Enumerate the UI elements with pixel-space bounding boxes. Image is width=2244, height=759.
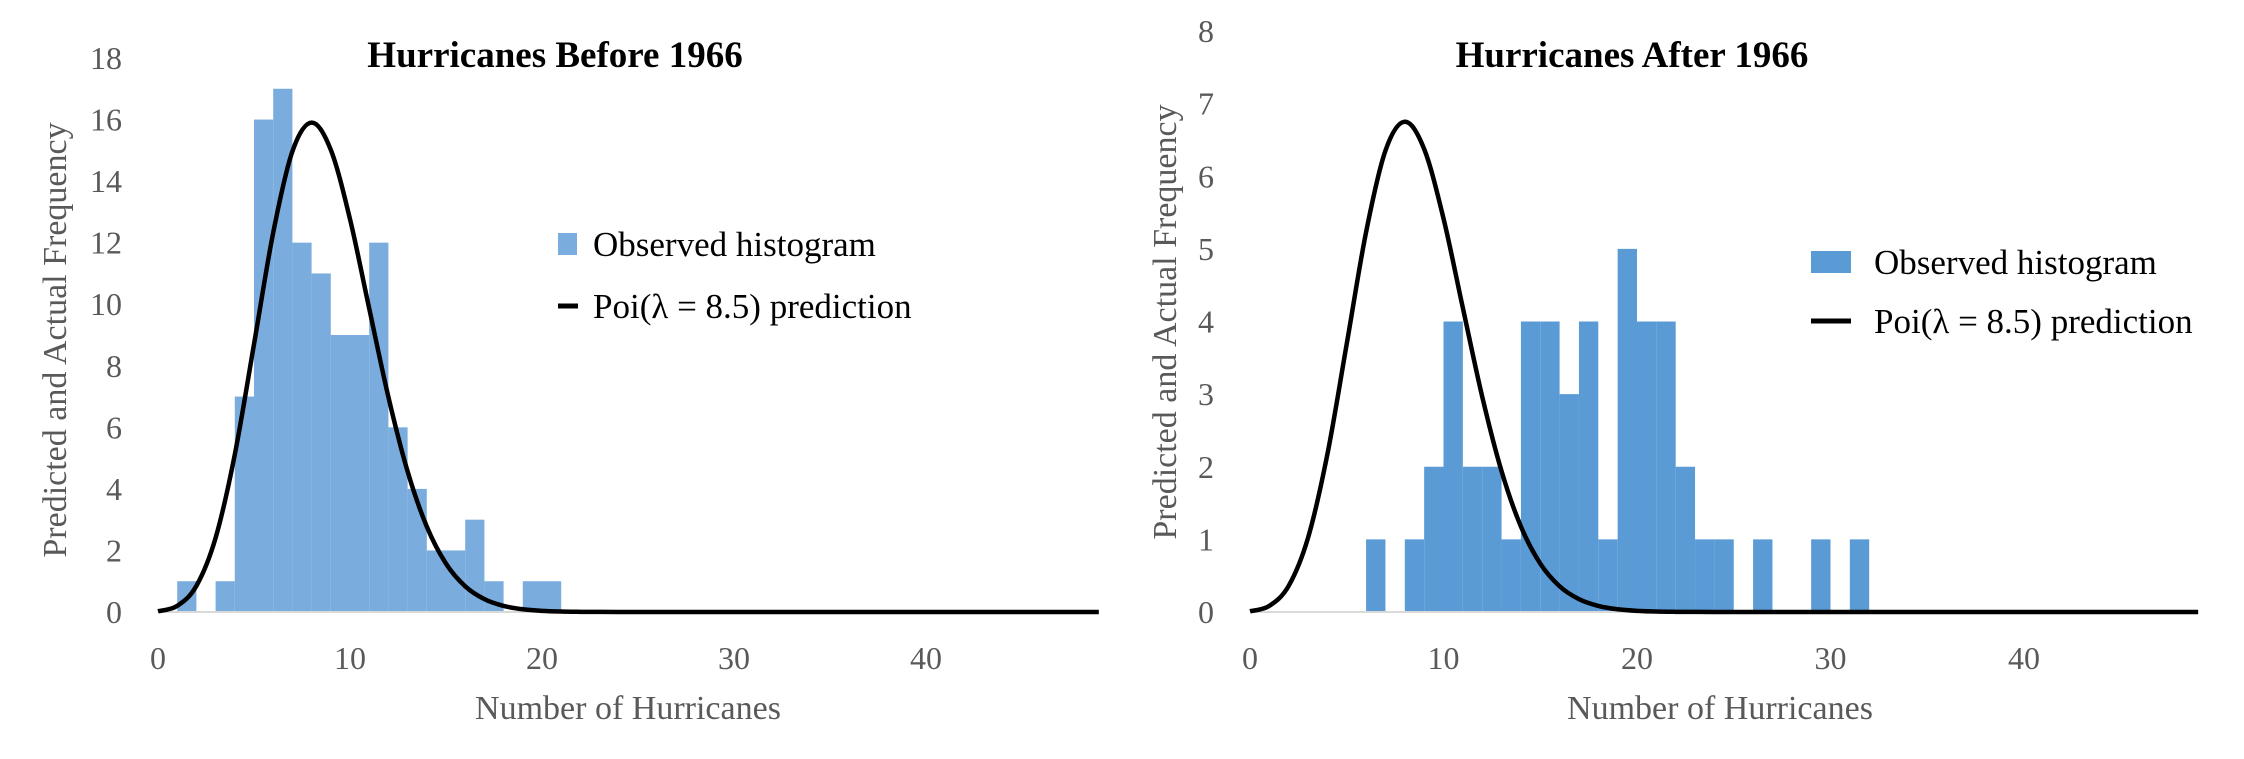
x-tick-label: 20	[526, 640, 558, 676]
x-tick-label: 10	[334, 640, 366, 676]
histogram-bar	[330, 335, 350, 612]
histogram-bar	[1424, 466, 1444, 612]
y-tick-label: 8	[106, 348, 122, 384]
histogram-bar	[1598, 539, 1618, 612]
histogram-bar	[1714, 539, 1734, 612]
y-axis-label: Predicted and Actual Frequency	[1147, 104, 1184, 539]
y-tick-label: 12	[90, 225, 122, 261]
y-tick-label: 2	[1198, 449, 1214, 485]
histogram-bar	[1462, 466, 1483, 612]
histogram-bar	[542, 581, 562, 612]
histogram-bar	[388, 427, 408, 612]
histogram-bar	[1540, 321, 1560, 612]
y-tick-label: 10	[90, 286, 122, 322]
histogram-bar	[1443, 321, 1463, 612]
x-tick-label: 0	[150, 640, 166, 676]
x-tick-label: 40	[910, 640, 942, 676]
legend-label-histogram: Observed histogram	[1874, 243, 2157, 282]
histogram-bar	[446, 550, 466, 612]
poisson-curve	[157, 120, 1099, 615]
histogram-bar	[1578, 321, 1599, 612]
histogram-bar	[311, 273, 331, 612]
y-tick-label: 0	[1198, 594, 1214, 630]
chart-after-1966: Hurricanes After 1966 Predicted and Actu…	[1147, 13, 2199, 727]
histogram-bar	[1617, 248, 1637, 612]
y-tick-label: 8	[1198, 13, 1214, 49]
histogram-bar	[1753, 539, 1773, 612]
legend-label-line: Poi(λ = 8.5) prediction	[593, 287, 912, 326]
histogram-bar	[1695, 539, 1715, 612]
x-tick-label: 30	[718, 640, 750, 676]
legend-swatch-histogram	[558, 233, 577, 255]
x-axis-label: Number of Hurricanes	[1567, 690, 1873, 727]
histogram-bar	[1559, 394, 1579, 612]
y-tick-label: 14	[90, 163, 122, 199]
y-tick-label: 4	[1198, 304, 1214, 340]
y-tick-label: 4	[106, 471, 122, 507]
poisson-curve	[1249, 119, 2199, 615]
legend-label-histogram: Observed histogram	[593, 225, 876, 264]
x-tick-label: 20	[1621, 640, 1653, 676]
legend: Observed histogram Poi(λ = 8.5) predictio…	[558, 225, 912, 326]
chart-title: Hurricanes Before 1966	[367, 35, 742, 76]
y-tick-label: 5	[1198, 231, 1214, 267]
legend-swatch-histogram	[1811, 251, 1851, 273]
y-tick-label: 1	[1198, 521, 1214, 557]
histogram-bar	[522, 581, 542, 612]
legend-label-line: Poi(λ = 8.5) prediction	[1874, 302, 2193, 341]
histogram-bar	[350, 335, 370, 612]
y-tick-label: 0	[106, 594, 122, 630]
legend: Observed histogram Poi(λ = 8.5) predictio…	[1811, 243, 2193, 341]
histogram-bar	[1637, 321, 1657, 612]
histogram-bar	[1366, 539, 1386, 612]
x-tick-label: 10	[1428, 640, 1460, 676]
chart-title: Hurricanes After 1966	[1456, 35, 1809, 76]
histogram-bar	[1482, 466, 1502, 612]
y-tick-label: 6	[1198, 158, 1214, 194]
x-tick-label: 40	[2008, 640, 2040, 676]
histogram-bar	[426, 550, 446, 612]
histogram-bar	[1404, 539, 1425, 612]
histogram-bar	[369, 242, 389, 612]
y-axis-label: Predicted and Actual Frequency	[37, 122, 74, 557]
y-tick-label: 16	[90, 102, 122, 138]
histogram-bar	[1501, 539, 1521, 612]
y-tick-label: 7	[1198, 86, 1214, 122]
histogram-bar	[1849, 539, 1870, 612]
histogram-bar	[234, 396, 254, 612]
histogram-bar	[292, 242, 312, 612]
x-tick-label: 30	[1815, 640, 1847, 676]
histogram-bar	[215, 581, 235, 612]
chart-before-1966: Hurricanes Before 1966 Predicted and Act…	[37, 35, 1099, 727]
y-tick-label: 6	[106, 409, 122, 445]
histogram-bar	[254, 119, 274, 613]
histogram-bar	[1811, 539, 1831, 612]
histogram-bar	[1656, 321, 1676, 612]
histogram-bar	[1675, 466, 1696, 612]
y-tick-label: 3	[1198, 376, 1214, 412]
x-tick-label: 0	[1242, 640, 1258, 676]
y-tick-label: 2	[106, 532, 122, 568]
y-tick-label: 18	[90, 40, 122, 76]
x-axis-label: Number of Hurricanes	[475, 690, 781, 727]
histogram-bar	[1520, 321, 1541, 612]
